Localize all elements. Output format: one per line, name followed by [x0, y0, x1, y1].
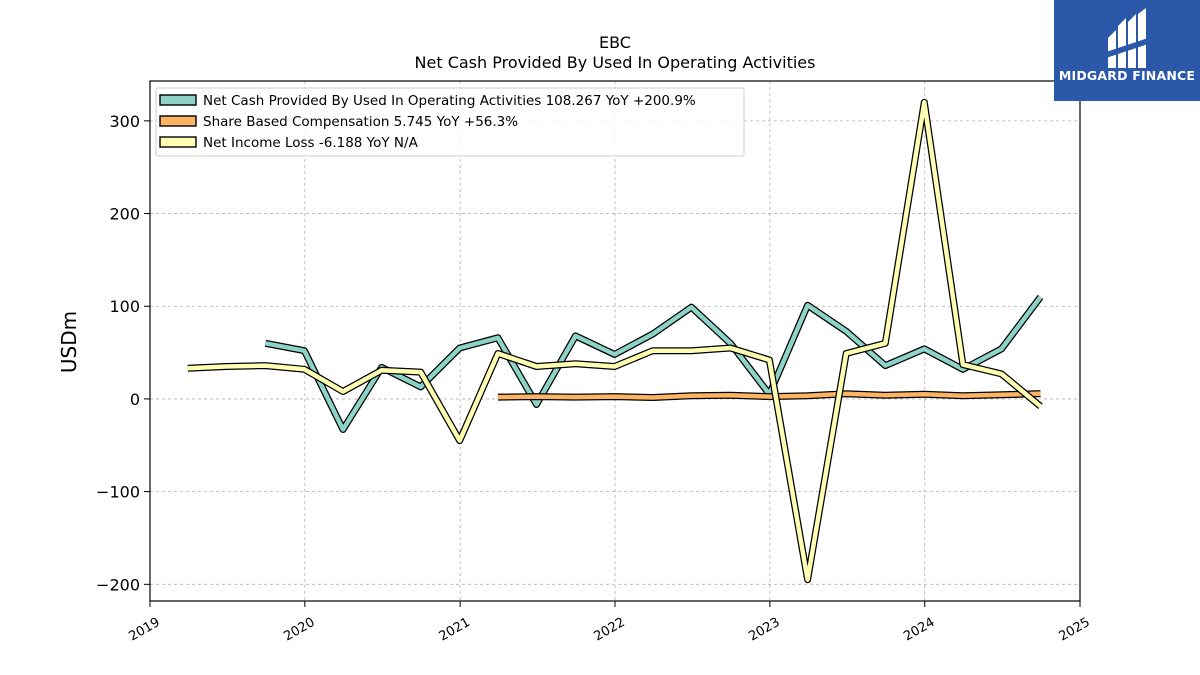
y-tick-label: −200 — [96, 575, 140, 594]
x-tick-label: 2022 — [592, 615, 628, 645]
logo-text: MIDGARD FINANCE — [1058, 68, 1196, 83]
x-tick-label: 2023 — [746, 615, 782, 645]
x-tick-label: 2024 — [901, 615, 937, 645]
x-tick-label: 2021 — [437, 615, 473, 645]
y-tick-label: 0 — [130, 390, 140, 409]
y-tick-label: 100 — [109, 297, 140, 316]
legend-label: Share Based Compensation 5.745 YoY +56.3… — [203, 114, 518, 130]
midgard-finance-logo: MIDGARD FINANCE — [1054, 0, 1200, 101]
x-tick-label: 2019 — [127, 615, 163, 645]
chart-title: EBC — [599, 33, 631, 52]
series-layer — [187, 98, 1044, 584]
x-axis: 2019 2020 2021 2022 2023 2024 2025 — [127, 601, 1093, 644]
legend-label: Net Income Loss -6.188 YoY N/A — [203, 135, 419, 151]
x-tick-label: 2020 — [281, 615, 317, 645]
series-line-net-income-loss — [187, 100, 1042, 582]
chart-subtitle: Net Cash Provided By Used In Operating A… — [415, 53, 816, 72]
legend-swatch — [159, 136, 197, 148]
y-tick-label: −100 — [96, 483, 140, 502]
x-tick-label: 2025 — [1057, 615, 1093, 645]
legend-box — [155, 87, 745, 157]
legend-label: Net Cash Provided By Used In Operating A… — [203, 93, 696, 109]
legend-swatch — [159, 94, 197, 106]
series-line-net-cash-provided-by-used-in-operating-activities — [264, 295, 1043, 432]
legend: Net Cash Provided By Used In Operating A… — [155, 87, 745, 157]
midgard-finance-logo-icon — [1106, 8, 1148, 68]
grid — [149, 81, 1081, 601]
series-outline-net-cash-provided-by-used-in-operating-activities — [264, 294, 1044, 433]
y-axis: −200 −100 0 100 200 300 — [96, 112, 150, 594]
y-axis-label: USDm — [57, 311, 81, 373]
y-tick-label: 200 — [109, 205, 140, 224]
y-tick-label: 300 — [109, 112, 140, 131]
legend-swatch — [159, 115, 197, 127]
